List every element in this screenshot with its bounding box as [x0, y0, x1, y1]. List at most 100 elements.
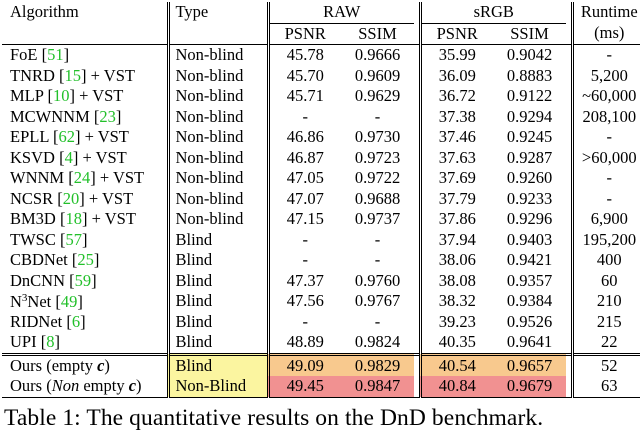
algorithm-name: MLP: [10, 86, 48, 105]
algorithm-name: KSVD: [10, 147, 60, 167]
runtime-cell: 215: [596, 311, 622, 331]
raw-ssim-cell: 0.9723: [354, 147, 401, 167]
bracket: ]: [74, 127, 81, 146]
raw-psnr-header: PSNR: [266, 23, 341, 45]
citation-link: 10: [52, 86, 70, 105]
table-row: FoE [51] Non-blind 45.78 0.9666 35.99 0.9042 -: [2, 44, 640, 66]
bracket: ]: [54, 332, 60, 351]
srgb-psnr-cell: 39.23: [438, 311, 476, 331]
runtime-cell: -: [606, 168, 613, 187]
algorithm-name: RIDNet: [10, 311, 67, 331]
algorithm-name: Ours (empty: [10, 355, 98, 375]
raw-psnr-cell: 47.07: [266, 188, 341, 209]
runtime-cell: 52: [572, 352, 640, 376]
type-cell: Blind: [168, 352, 268, 376]
algorithm-cell: TNRD [15] + VST: [2, 66, 164, 87]
raw-psnr-cell: 48.89: [266, 332, 341, 355]
runtime-cell: 208,100: [582, 106, 637, 126]
algorithm-name: UPI: [10, 332, 41, 351]
algorithm-cell: RIDNet [6]: [2, 312, 164, 333]
srgb-ssim-cell: 0.9260: [506, 168, 553, 187]
srgb-ssim-cell: 0.9657: [493, 352, 567, 376]
type-cell: Non-Blind: [168, 376, 268, 398]
algorithm-suffix: + VST: [86, 65, 135, 85]
algorithm-name-rest: Net: [27, 291, 56, 311]
raw-ssim-cell: -: [374, 229, 381, 249]
runtime-cell: ~60,000: [582, 86, 637, 105]
algorithm-cell: N3Net [49]: [2, 291, 164, 312]
type-cell: Blind: [175, 311, 213, 331]
bracket: ]: [72, 147, 79, 167]
runtime-cell: 195,200: [582, 229, 637, 249]
type-cell: Non-blind: [175, 65, 244, 85]
algorithm-suffix: + VST: [95, 168, 145, 187]
srgb-psnr-cell: 37.38: [438, 106, 476, 126]
raw-ssim-cell: 0.9609: [354, 65, 401, 85]
bracket: ]: [69, 86, 75, 105]
algorithm-italic: Non: [51, 376, 80, 395]
raw-psnr-cell: 46.87: [266, 147, 341, 168]
runtime-cell: >60,000: [581, 147, 637, 167]
raw-psnr-cell: 45.70: [266, 65, 341, 86]
srgb-psnr-cell: 38.08: [438, 270, 476, 290]
raw-psnr-cell: 47.37: [266, 270, 341, 291]
algorithm-suffix: + VST: [80, 127, 129, 146]
algorithm-cell: FoE [51]: [2, 45, 164, 66]
algorithm-name: N: [10, 291, 22, 311]
bracket: ]: [80, 311, 86, 331]
bracket: ]: [77, 291, 83, 311]
bracket: [: [55, 291, 61, 311]
srgb-psnr-cell: 36.72: [438, 86, 476, 105]
ours-body: Ours (empty c) Blind 49.09 0.9829 40.54 0.965…: [2, 352, 640, 398]
type-cell: Non-blind: [175, 127, 244, 146]
type-cell: Blind: [175, 229, 213, 249]
bracket: [: [41, 45, 48, 64]
runtime-unit-header: (ms): [572, 23, 640, 45]
srgb-ssim-cell: 0.9357: [506, 270, 553, 290]
srgb-ssim-cell: 0.9294: [506, 106, 553, 126]
srgb-psnr-header: PSNR: [420, 23, 493, 45]
srgb-psnr-cell: 38.32: [438, 291, 476, 310]
algorithm-cell: Ours (Non empty c): [2, 376, 164, 398]
srgb-ssim-cell: 0.9679: [493, 376, 567, 398]
raw-ssim-header: SSIM: [341, 23, 414, 45]
algorithm-name: WNNM: [10, 168, 69, 187]
header-row-1: Algorithm Type RAW sRGB Runtime: [2, 2, 640, 24]
citation-link: 24: [73, 168, 91, 187]
raw-psnr-cell: -: [266, 250, 341, 271]
algorithm-suffix: + VST: [87, 209, 136, 228]
algorithm-cell: KSVD [4] + VST: [2, 148, 164, 169]
raw-ssim-cell: 0.9730: [354, 127, 401, 146]
type-header: Type: [175, 2, 209, 22]
raw-ssim-cell: 0.9847: [341, 376, 414, 398]
algorithm-cell: UPI [8]: [2, 332, 164, 355]
citation-link: 18: [65, 209, 82, 228]
bracket: ): [136, 376, 142, 395]
srgb-header: sRGB: [420, 2, 567, 24]
runtime-cell: 60: [601, 270, 618, 290]
type-cell: Blind: [175, 270, 213, 290]
raw-psnr-cell: -: [266, 106, 341, 127]
srgb-ssim-cell: 0.9122: [506, 86, 553, 105]
raw-ssim-cell: 0.9629: [354, 86, 401, 105]
table-row: RIDNet [6] Blind - - 39.23 0.9526 215: [2, 311, 640, 333]
srgb-psnr-cell: 37.94: [438, 229, 476, 249]
bracket: [: [71, 250, 78, 269]
citation-link: 23: [99, 106, 116, 126]
runtime-header: Runtime: [580, 2, 638, 22]
algorithm-name: BM3D: [10, 209, 60, 228]
srgb-ssim-cell: 0.9042: [506, 45, 553, 64]
bracket: [: [66, 311, 72, 331]
raw-ssim-cell: 0.9760: [354, 270, 401, 290]
raw-ssim-cell: 0.9737: [354, 209, 401, 228]
citation-link: 25: [77, 250, 94, 269]
algorithm-name: Ours (: [10, 376, 52, 395]
algorithm-cell: BM3D [18] + VST: [2, 209, 164, 230]
raw-psnr-cell: 47.56: [266, 291, 341, 312]
runtime-cell: -: [606, 188, 613, 208]
bracket: [: [59, 147, 65, 167]
table-row: NCSR [20] + VST Non-blind 47.07 0.9688 37.79…: [2, 188, 640, 209]
type-cell: Non-blind: [175, 209, 244, 228]
raw-ssim-cell: 0.9688: [354, 188, 401, 208]
citation-link: 59: [74, 270, 92, 290]
